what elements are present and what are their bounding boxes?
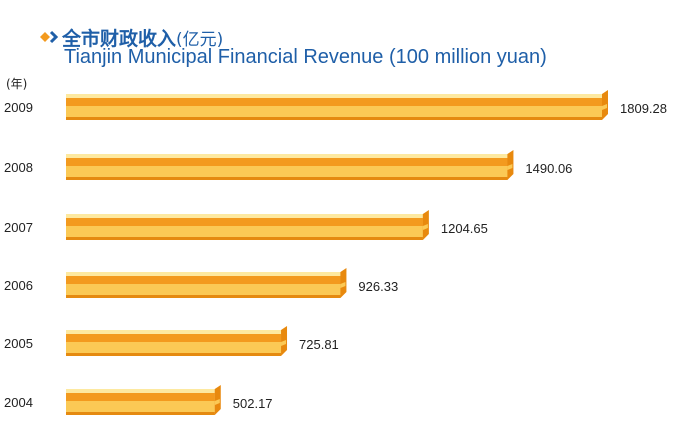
bar-lower-slab (66, 228, 423, 237)
year-label: 2004 (4, 395, 33, 410)
value-label: 502.17 (233, 396, 273, 411)
value-label: 1490.06 (525, 161, 572, 176)
bar-end-notch (214, 399, 220, 405)
bar-mid-highlight (66, 226, 423, 228)
y-axis-label: (年) (6, 77, 27, 91)
bar-lower-slab (66, 168, 508, 177)
bar-lower-slab (66, 108, 602, 117)
year-label: 2007 (4, 220, 33, 235)
bar-2007 (66, 210, 429, 240)
bar-upper-slab (66, 98, 602, 106)
year-label: 2006 (4, 278, 33, 293)
bar-top-highlight (66, 94, 602, 98)
bullet-icon (40, 30, 62, 49)
bar-bottom-shade (66, 117, 602, 120)
bar-lower-slab (66, 286, 341, 295)
bar-mid-highlight (66, 401, 215, 403)
bar-2005 (66, 326, 288, 356)
chart-title-cn: 全市财政收入(亿元) (62, 28, 224, 50)
bar-2009 (66, 90, 608, 120)
bar-upper-slab (66, 158, 508, 166)
bar-bottom-shade (66, 177, 508, 180)
bar-upper-slab (66, 218, 423, 226)
bar-upper-slab (66, 334, 282, 342)
bar-bottom-shade (66, 237, 423, 240)
year-label: 2009 (4, 100, 33, 115)
bar-2004 (66, 385, 221, 415)
value-label: 1204.65 (441, 221, 488, 236)
value-label: 926.33 (358, 279, 398, 294)
bar-top-highlight (66, 389, 215, 393)
bar-upper-slab (66, 393, 215, 401)
bar-top-highlight (66, 154, 508, 158)
bar-end-notch (340, 282, 346, 288)
year-label: 2005 (4, 336, 33, 351)
bar-top-highlight (66, 272, 341, 276)
bar-end-notch (422, 224, 428, 230)
bar-lower-slab (66, 344, 282, 353)
bar-lower-slab (66, 403, 215, 412)
bar-end-notch (602, 104, 607, 110)
value-label: 725.81 (299, 337, 339, 352)
bar-upper-slab (66, 276, 341, 284)
value-label: 1809.28 (620, 101, 667, 116)
bar-mid-highlight (66, 284, 341, 286)
bar-2006 (66, 268, 347, 298)
bar-bottom-shade (66, 353, 282, 356)
bar-end-notch (281, 340, 287, 346)
bar-mid-highlight (66, 342, 282, 344)
year-label: 2008 (4, 160, 33, 175)
bar-2008 (66, 150, 514, 180)
bar-top-highlight (66, 214, 423, 218)
bar-mid-highlight (66, 106, 602, 108)
bar-end-notch (507, 164, 513, 170)
bar-mid-highlight (66, 166, 508, 168)
bar-bottom-shade (66, 412, 215, 415)
bar-bottom-shade (66, 295, 341, 298)
bar-top-highlight (66, 330, 282, 334)
chart-title: Tianjin Municipal Financial Revenue (100… (64, 46, 547, 68)
